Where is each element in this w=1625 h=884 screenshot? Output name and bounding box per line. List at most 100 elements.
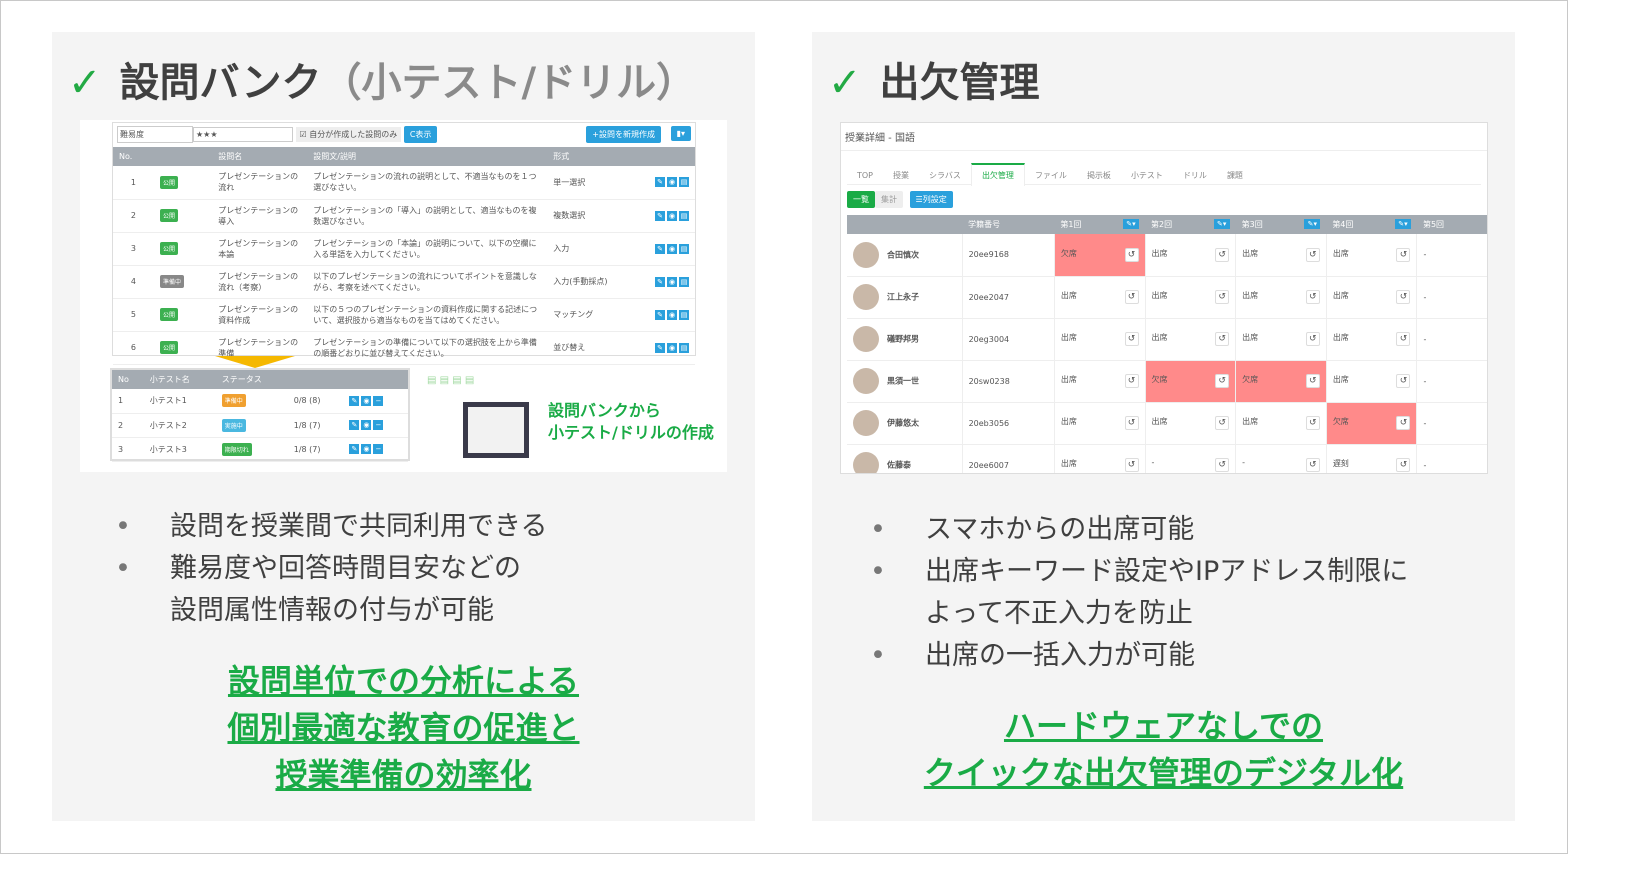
view-icon[interactable]: ◉	[667, 210, 677, 221]
summary-button[interactable]: 集計	[875, 191, 903, 208]
list-icon[interactable]: ▤	[679, 276, 689, 287]
reset-icon[interactable]: ↺	[1124, 458, 1139, 472]
reset-icon[interactable]: ↺	[1396, 374, 1411, 388]
attendance-cell[interactable]: 欠席 ↺	[1144, 360, 1236, 403]
reset-icon[interactable]: ↺	[1124, 416, 1139, 430]
create-question-button[interactable]: +設問を新規作成	[586, 126, 661, 143]
view-icon[interactable]: ◉	[361, 395, 372, 406]
attendance-cell[interactable]: -	[1416, 276, 1487, 319]
reset-icon[interactable]: ↺	[1305, 458, 1320, 472]
list-icon[interactable]: ▤	[679, 243, 689, 254]
attendance-cell[interactable]: 出席 ↺	[1325, 276, 1417, 319]
attendance-cell[interactable]: -	[1416, 402, 1487, 445]
reset-icon[interactable]: ↺	[1396, 247, 1411, 262]
quiz-row[interactable]: 3 小テスト3 期限切れ 1/8 (7) ✎ ◉ −	[112, 437, 408, 462]
column-edit-button[interactable]: ✎▾	[1213, 219, 1230, 229]
view-icon[interactable]: ◉	[667, 243, 677, 254]
tab-3[interactable]: 出欠管理	[970, 163, 1025, 186]
reset-icon[interactable]: ↺	[1215, 332, 1230, 346]
attendance-cell[interactable]: 出席 ↺	[1053, 276, 1145, 319]
list-icon[interactable]: ▤	[679, 210, 689, 221]
reset-icon[interactable]: ↺	[1305, 247, 1320, 262]
table-row[interactable]: 5 公開 プレゼンテーションの資料作成 以下の５つのプレゼンテーションの資料作成に関す…	[113, 298, 695, 332]
attendance-cell[interactable]: 出席 ↺	[1053, 318, 1145, 361]
tab-5[interactable]: 掲示板	[1086, 171, 1111, 180]
reset-icon[interactable]: ↺	[1124, 332, 1139, 346]
quiz-row[interactable]: 2 小テスト2 実施中 1/8 (7) ✎ ◉ −	[112, 413, 408, 438]
tab-4[interactable]: ファイル	[1034, 171, 1067, 180]
edit-icon[interactable]: ✎	[655, 276, 665, 287]
table-row[interactable]: 3 公開 プレゼンテーションの本論 プレゼンテーションの「本論」の説明について、以下の…	[113, 232, 695, 266]
reset-icon[interactable]: ↺	[1215, 458, 1230, 472]
attendance-cell[interactable]: -	[1416, 318, 1487, 361]
attendance-cell[interactable]: 出席 ↺	[1144, 234, 1236, 277]
attendance-cell[interactable]: 遅刻 ↺	[1325, 444, 1417, 473]
attendance-cell[interactable]: 欠席 ↺	[1325, 402, 1417, 445]
tab-8[interactable]: 課題	[1226, 171, 1243, 180]
attendance-cell[interactable]: - ↺	[1144, 444, 1236, 473]
reset-icon[interactable]: ↺	[1215, 374, 1230, 388]
export-button[interactable]: ▮▾	[670, 126, 691, 141]
remove-icon[interactable]: −	[373, 420, 384, 430]
list-button[interactable]: 一覧	[847, 191, 875, 208]
attendance-cell[interactable]: 出席 ↺	[1235, 276, 1327, 319]
attendance-cell[interactable]: 出席 ↺	[1235, 318, 1327, 361]
reset-icon[interactable]: ↺	[1396, 332, 1411, 346]
view-icon[interactable]: ◉	[361, 444, 372, 454]
edit-icon[interactable]: ✎	[349, 420, 360, 430]
reset-icon[interactable]: ↺	[1215, 290, 1230, 304]
view-icon[interactable]: ◉	[361, 420, 372, 430]
table-row[interactable]: 1 公開 プレゼンテーションの流れ プレゼンテーションの流れの説明として、不適当なもの…	[113, 166, 695, 200]
attendance-cell[interactable]: 出席 ↺	[1053, 444, 1145, 473]
stars-input[interactable]: ★★★	[193, 127, 293, 142]
list-icon[interactable]: ▤	[679, 309, 689, 320]
reset-icon[interactable]: ↺	[1124, 290, 1139, 304]
reset-icon[interactable]: ↺	[1305, 332, 1320, 346]
edit-icon[interactable]: ✎	[655, 177, 665, 188]
tab-1[interactable]: 授業	[893, 171, 910, 180]
attendance-cell[interactable]: 出席 ↺	[1325, 360, 1417, 403]
difficulty-select[interactable]: 難易度	[117, 126, 193, 143]
attendance-cell[interactable]: 出席 ↺	[1235, 234, 1327, 277]
tab-6[interactable]: 小テスト	[1130, 171, 1163, 180]
reset-icon[interactable]: ↺	[1124, 374, 1139, 388]
reset-icon[interactable]: ↺	[1396, 458, 1411, 472]
reset-icon[interactable]: ↺	[1305, 374, 1320, 388]
edit-icon[interactable]: ✎	[655, 309, 665, 320]
attendance-cell[interactable]: 欠席 ↺	[1235, 360, 1327, 403]
reset-icon[interactable]: ↺	[1305, 290, 1320, 304]
attendance-cell[interactable]: 出席 ↺	[1325, 234, 1417, 277]
attendance-cell[interactable]: 出席 ↺	[1053, 360, 1145, 403]
attendance-cell[interactable]: 欠席 ↺	[1053, 234, 1145, 277]
view-icon[interactable]: ◉	[667, 177, 677, 188]
column-edit-button[interactable]: ✎▾	[1304, 219, 1321, 229]
attendance-cell[interactable]: 出席 ↺	[1144, 318, 1236, 361]
quiz-row[interactable]: 1 小テスト1 準備中 0/8 (8) ✎ ◉ −	[112, 389, 408, 414]
column-settings-button[interactable]: ☰列設定	[909, 191, 953, 208]
edit-icon[interactable]: ✎	[655, 210, 665, 221]
attendance-cell[interactable]: 出席 ↺	[1325, 318, 1417, 361]
attendance-cell[interactable]: 出席 ↺	[1235, 402, 1327, 445]
tab-0[interactable]: TOP	[857, 171, 874, 180]
list-icon[interactable]: ▤	[679, 177, 689, 188]
attendance-cell[interactable]: 出席 ↺	[1144, 402, 1236, 445]
attendance-cell[interactable]: -	[1416, 234, 1487, 277]
attendance-cell[interactable]: 出席 ↺	[1053, 402, 1145, 445]
reset-icon[interactable]: ↺	[1215, 247, 1230, 262]
list-icon[interactable]: ▤	[679, 342, 689, 353]
view-icon[interactable]: ◉	[667, 276, 677, 287]
show-button[interactable]: C表示	[403, 126, 438, 143]
edit-icon[interactable]: ✎	[349, 444, 360, 454]
reset-icon[interactable]: ↺	[1124, 247, 1139, 262]
attendance-cell[interactable]: - ↺	[1235, 444, 1327, 473]
view-icon[interactable]: ◉	[667, 342, 677, 353]
tab-7[interactable]: ドリル	[1182, 171, 1207, 180]
mine-only-checkbox[interactable]: ☑ 自分が作成した設問のみ	[295, 127, 402, 142]
remove-icon[interactable]: −	[373, 444, 384, 454]
column-edit-button[interactable]: ✎▾	[1123, 219, 1139, 229]
edit-icon[interactable]: ✎	[655, 342, 665, 353]
reset-icon[interactable]: ↺	[1396, 416, 1411, 430]
tab-2[interactable]: シラバス	[929, 171, 961, 180]
reset-icon[interactable]: ↺	[1396, 290, 1411, 304]
attendance-cell[interactable]: -	[1416, 360, 1487, 403]
